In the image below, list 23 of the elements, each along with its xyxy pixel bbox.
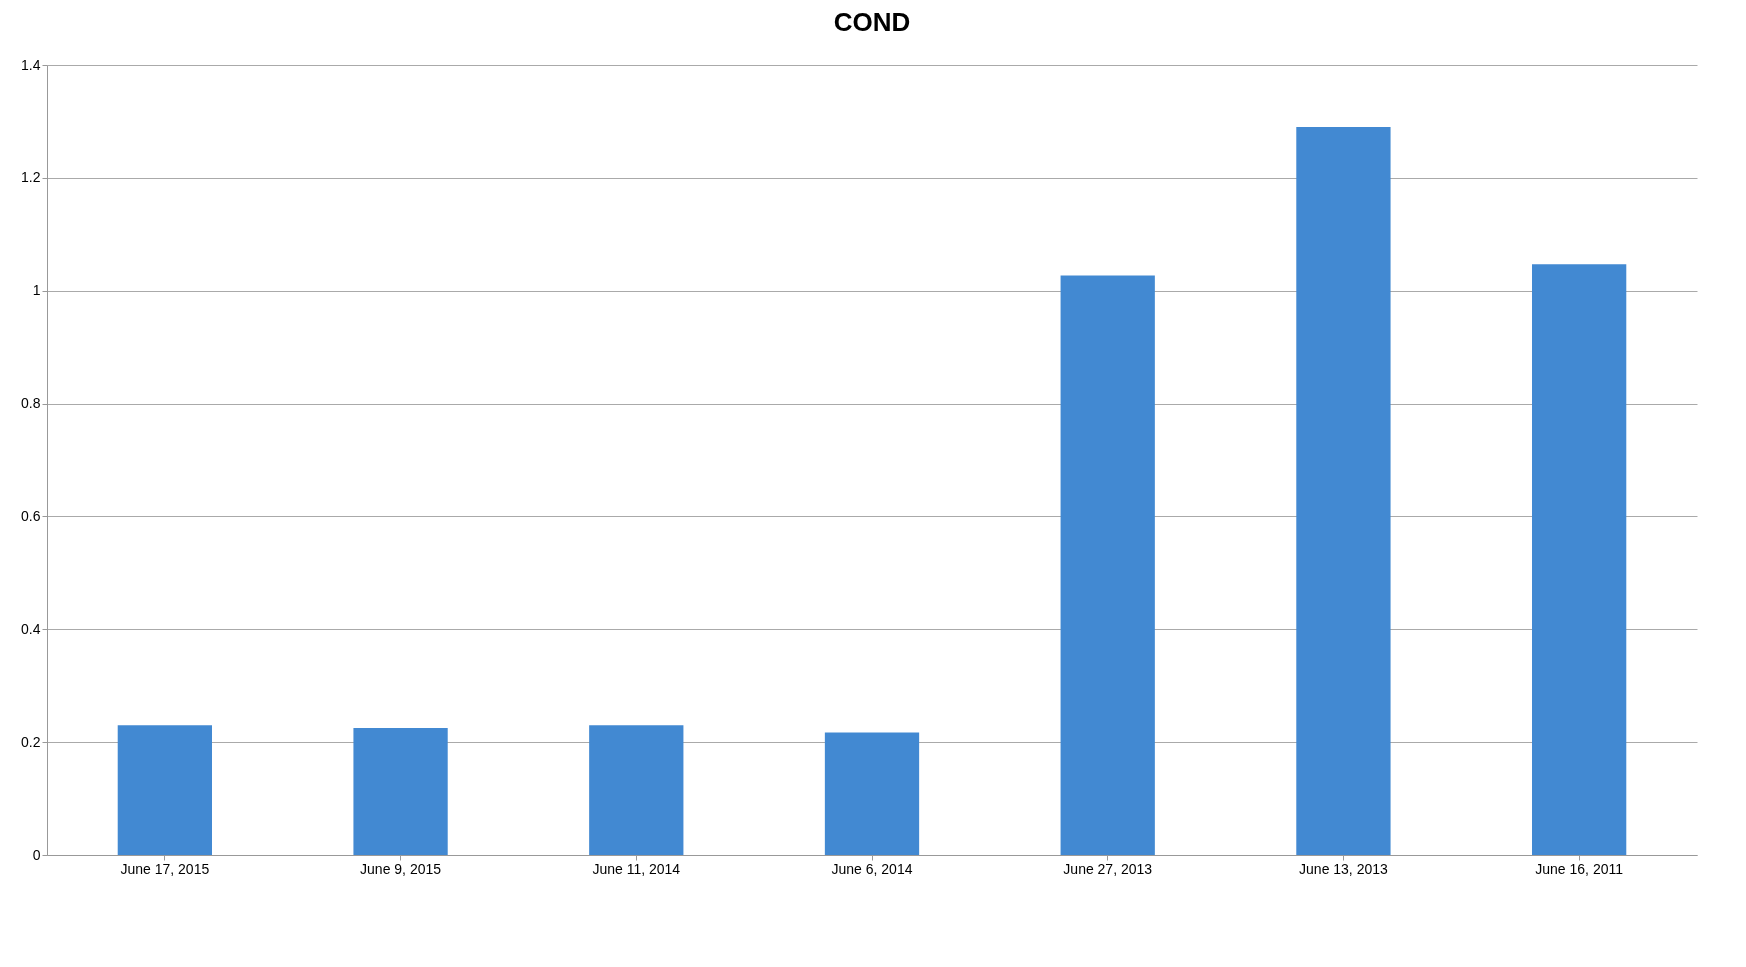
x-tick-label: June 27, 2013	[1063, 860, 1153, 877]
x-tick-label: June 13, 2013	[1299, 860, 1389, 877]
bar	[353, 728, 448, 855]
x-tick-label: June 11, 2014	[592, 860, 681, 877]
x-tick-label: June 9, 2015	[360, 860, 442, 877]
bar	[1532, 264, 1627, 855]
chart-title: COND	[833, 7, 911, 37]
y-tick-label: 1.4	[21, 56, 41, 73]
x-tick-label: June 16, 2011	[1535, 860, 1624, 877]
y-tick-label: 0	[32, 846, 41, 863]
x-tick-label: June 6, 2014	[831, 860, 913, 877]
y-tick-label: 0.6	[21, 507, 41, 524]
x-tick-label: June 17, 2015	[120, 860, 210, 877]
bar	[1296, 127, 1391, 855]
y-tick-label: 0.8	[21, 395, 41, 412]
y-tick-label: 1.2	[21, 169, 41, 186]
y-tick-label: 0.4	[21, 620, 41, 637]
bar	[824, 732, 920, 855]
bar	[589, 725, 684, 855]
bar	[117, 725, 212, 855]
y-tick-label: 1	[32, 282, 41, 299]
y-tick-label: 0.2	[21, 733, 41, 750]
bar	[1060, 275, 1155, 855]
